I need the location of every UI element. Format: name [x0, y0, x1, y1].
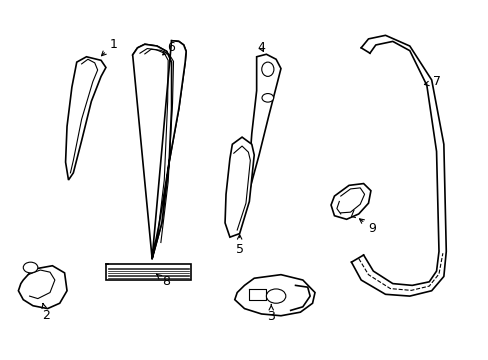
- Circle shape: [262, 94, 273, 102]
- Text: 2: 2: [42, 303, 50, 322]
- Circle shape: [266, 289, 285, 303]
- Text: 7: 7: [424, 75, 440, 88]
- Polygon shape: [19, 266, 67, 309]
- Text: 4: 4: [257, 41, 265, 54]
- Polygon shape: [106, 264, 191, 280]
- Polygon shape: [224, 137, 254, 237]
- Polygon shape: [351, 35, 446, 296]
- Text: 5: 5: [235, 235, 243, 256]
- Text: 1: 1: [102, 38, 117, 56]
- Polygon shape: [330, 184, 370, 219]
- Text: 3: 3: [267, 305, 275, 323]
- Polygon shape: [132, 41, 186, 258]
- Text: 6: 6: [163, 41, 174, 55]
- Polygon shape: [234, 275, 314, 316]
- Polygon shape: [246, 54, 281, 202]
- Text: 8: 8: [156, 274, 169, 288]
- Polygon shape: [65, 57, 106, 180]
- Text: 9: 9: [359, 219, 375, 235]
- Circle shape: [23, 262, 38, 273]
- Ellipse shape: [261, 62, 273, 76]
